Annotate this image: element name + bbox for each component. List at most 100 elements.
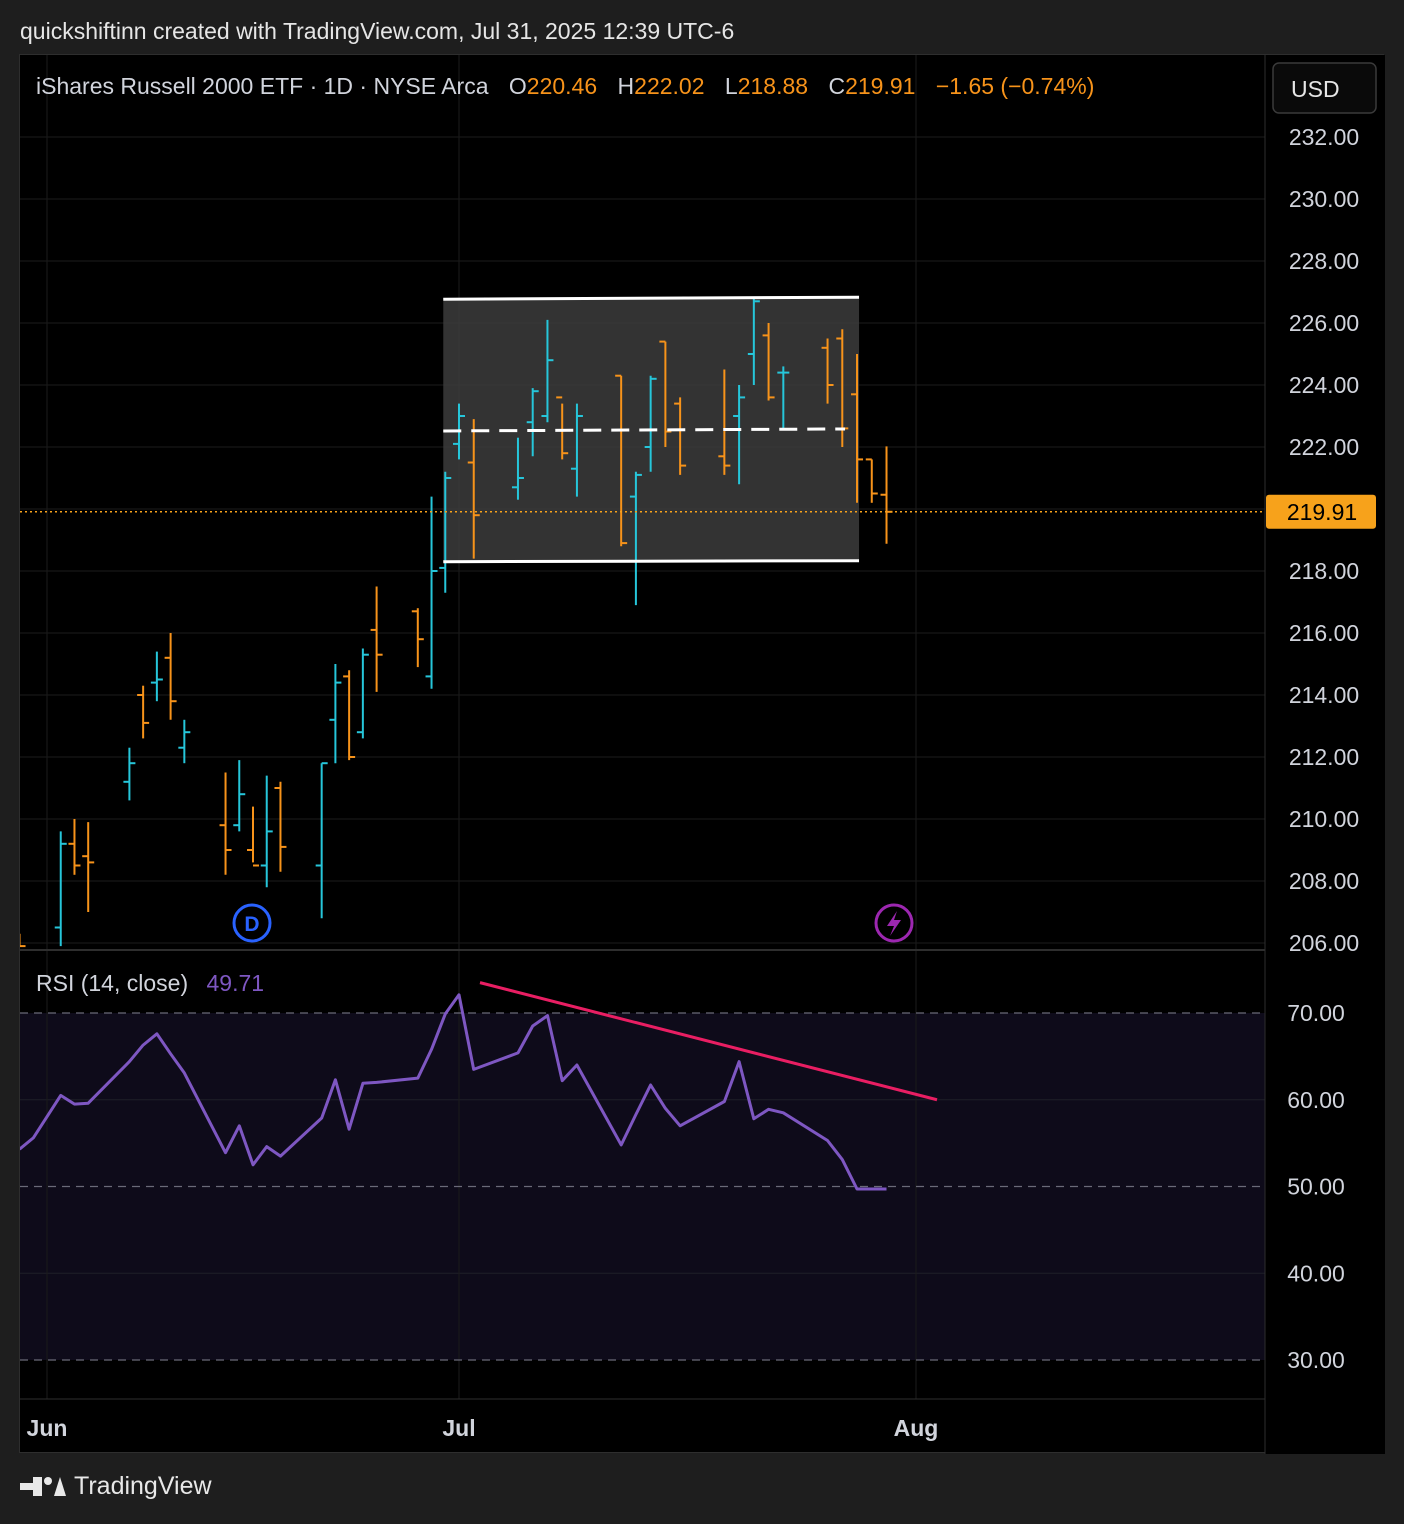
ohlc-bar — [411, 608, 424, 668]
price-axis-label: 210.00 — [1289, 806, 1359, 832]
ohlc-bar — [777, 366, 790, 429]
price-chart-svg[interactable]: Jun Jul Aug 206.00 208.00 210.00 212.00 214.00… — [20, 55, 1385, 1454]
ohlc-bar — [123, 747, 136, 801]
price-axis-labels: 206.00 208.00 210.00 212.00 214.00 216.00 218.… — [1289, 124, 1359, 956]
dividend-marker-circle[interactable] — [232, 903, 272, 943]
channel-bottom-line[interactable] — [443, 559, 860, 564]
ohlc-bar — [439, 471, 452, 593]
low-label: L — [725, 73, 738, 99]
last-price-label: 219.91 — [1287, 499, 1357, 525]
rsi-trendline[interactable] — [479, 981, 938, 1102]
price-axis-label: 232.00 — [1289, 124, 1359, 150]
ohlc-legend[interactable]: iShares Russell 2000 ETF · 1D · NYSE Arc… — [36, 73, 1094, 99]
rsi-legend-label[interactable]: RSI (14, close) — [36, 970, 188, 996]
brand-text: TradingView — [74, 1472, 212, 1500]
ohlc-bar — [82, 822, 95, 912]
time-axis-label: Aug — [894, 1415, 939, 1441]
ohlc-bar — [644, 375, 657, 472]
earnings-marker-circle[interactable] — [874, 903, 914, 943]
price-axis-label: 226.00 — [1289, 310, 1359, 336]
ohlc-bar — [137, 685, 150, 739]
ohlc-bar — [370, 586, 383, 692]
price-axis-label: 230.00 — [1289, 186, 1359, 212]
ohlc-bar — [68, 819, 81, 875]
time-axis-label: Jul — [442, 1415, 475, 1441]
rsi-legend-value: 49.71 — [207, 970, 265, 996]
price-axis-label: 208.00 — [1289, 868, 1359, 894]
ohlc-bar — [425, 496, 438, 689]
ohlc-bar — [615, 374, 628, 547]
rsi-series-line — [20, 993, 887, 1191]
rsi-axis-label: 30.00 — [1287, 1347, 1345, 1373]
ohlc-bar — [659, 340, 672, 447]
ohlc-bar — [219, 772, 232, 875]
ohlc-bar — [851, 354, 864, 503]
currency-button-label[interactable]: USD — [1291, 76, 1340, 102]
ohlc-bar — [329, 664, 342, 764]
ohlc-bar — [674, 397, 687, 475]
rsi-axis-labels: 30.00 40.00 50.00 60.00 70.00 — [1287, 1000, 1345, 1373]
price-axis-label: 214.00 — [1289, 682, 1359, 708]
price-axis-label: 218.00 — [1289, 558, 1359, 584]
rsi-axis-label: 50.00 — [1287, 1174, 1345, 1200]
rsi-axis-label: 40.00 — [1287, 1260, 1345, 1286]
dividend-marker-label: D — [244, 913, 259, 936]
ohlc-bar — [762, 323, 775, 401]
ohlc-bar — [343, 670, 356, 761]
low-value: 218.88 — [738, 73, 808, 99]
grid-lines — [20, 55, 1385, 1400]
high-value: 222.02 — [634, 73, 704, 99]
symbol-legend[interactable]: iShares Russell 2000 ETF · 1D · NYSE Arc… — [36, 73, 489, 99]
ohlc-bar — [541, 319, 554, 423]
price-axis-label: 206.00 — [1289, 930, 1359, 956]
ohlc-bar — [511, 437, 524, 500]
footer-brand[interactable]: TradingView — [20, 1472, 212, 1501]
lightning-icon — [887, 911, 901, 936]
ohlc-bar — [733, 385, 746, 485]
price-axis-label: 216.00 — [1289, 620, 1359, 646]
earnings-marker[interactable] — [874, 903, 914, 943]
chart-container[interactable]: Jun Jul Aug 206.00 208.00 210.00 212.00 214.00… — [19, 54, 1385, 1454]
ohlc-bar — [247, 806, 259, 867]
ohlc-bar — [526, 388, 539, 457]
attribution-line: quickshiftinn created with TradingView.c… — [20, 18, 735, 44]
currency-button[interactable] — [1272, 62, 1377, 114]
time-axis-label: Jun — [27, 1415, 68, 1441]
dividend-marker[interactable]: D — [232, 903, 272, 943]
change-value: −1.65 (−0.74%) — [936, 73, 1095, 99]
channel-lines[interactable] — [443, 295, 860, 564]
ohlc-bar — [718, 369, 731, 475]
last-price-badge — [1266, 494, 1376, 529]
rsi-axis-label: 60.00 — [1287, 1087, 1345, 1113]
channel-mid-line[interactable] — [443, 427, 846, 433]
ohlc-bar — [629, 471, 642, 606]
ohlc-bar — [821, 338, 834, 404]
rsi-legend[interactable]: RSI (14, close) 49.71 — [36, 970, 264, 996]
ohlc-bar — [260, 775, 273, 888]
ohlc-bar — [274, 781, 287, 872]
close-value: 219.91 — [845, 73, 915, 99]
price-axis-label: 222.00 — [1289, 434, 1359, 460]
price-axis-panel[interactable] — [1265, 55, 1385, 1454]
open-label: O — [509, 73, 527, 99]
ohlc-bar — [164, 633, 177, 720]
tradingview-logo-icon — [20, 1477, 66, 1496]
axes: Jun Jul Aug — [27, 1415, 939, 1441]
close-label: C — [828, 73, 845, 99]
ohlc-bar — [880, 446, 893, 544]
ohlc-bar — [747, 298, 760, 385]
ohlc-bar — [178, 719, 191, 764]
price-axis-label: 224.00 — [1289, 372, 1359, 398]
ohlc-bar — [150, 651, 163, 702]
ohlc-bar — [315, 762, 328, 919]
ohlc-bars — [20, 298, 893, 948]
ohlc-bar — [865, 458, 878, 503]
price-axis-label: 212.00 — [1289, 744, 1359, 770]
channel-top-line[interactable] — [443, 295, 860, 301]
ohlc-bar — [20, 933, 26, 948]
open-value: 220.46 — [527, 73, 597, 99]
price-axis-label: 228.00 — [1289, 248, 1359, 274]
ohlc-bar — [356, 648, 369, 739]
rsi-pane — [20, 981, 1265, 1361]
rsi-axis-label: 70.00 — [1287, 1000, 1345, 1026]
